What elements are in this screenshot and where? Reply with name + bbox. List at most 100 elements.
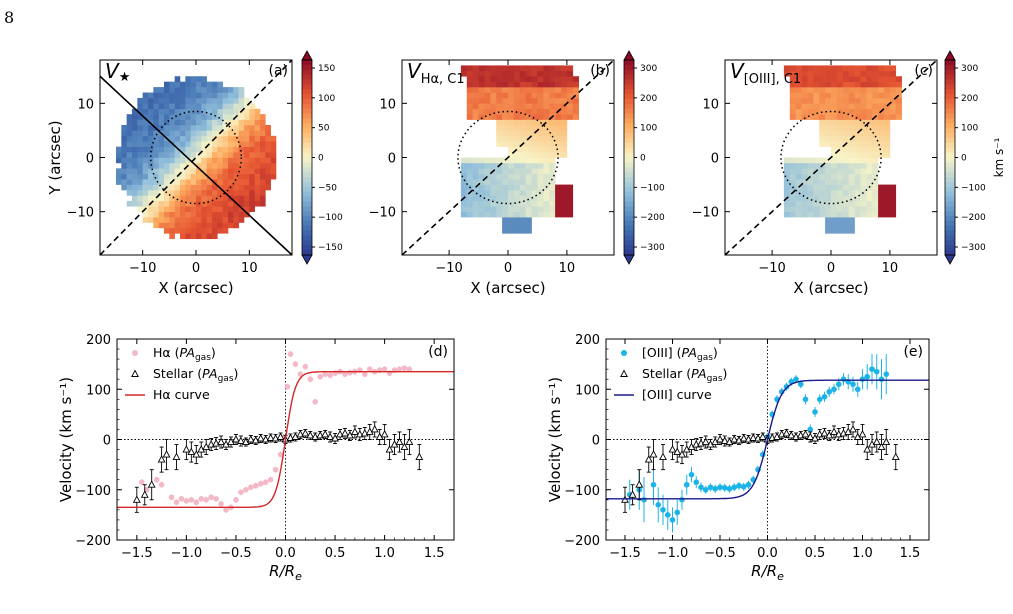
colorbar-segment [945, 245, 955, 251]
spaxel [872, 97, 879, 104]
spaxel [789, 97, 796, 104]
spaxel [543, 114, 550, 120]
spaxel [807, 195, 814, 202]
spaxel [836, 92, 844, 99]
spaxel [848, 70, 855, 77]
spaxel [831, 173, 838, 180]
spaxel [513, 81, 521, 88]
spaxel [466, 108, 473, 115]
spaxel [531, 81, 538, 88]
spaxel [254, 179, 261, 185]
stellar-point [395, 437, 404, 445]
spaxel [238, 195, 245, 202]
y-axis-label: Velocity (km s⁻¹) [57, 377, 75, 502]
spaxel [490, 173, 497, 180]
spaxel [228, 190, 234, 196]
spaxel [783, 190, 791, 196]
spaxel [206, 211, 213, 218]
colorbar-tick-label: 100 [640, 124, 657, 134]
spaxel [502, 114, 509, 120]
spaxel [889, 195, 897, 202]
spaxel [169, 114, 175, 120]
spaxel [561, 135, 568, 142]
spaxel [233, 135, 239, 142]
spaxel [555, 92, 562, 99]
spaxel [801, 65, 808, 72]
spaxel [478, 87, 485, 93]
spaxel [153, 173, 159, 180]
spaxel [783, 157, 791, 164]
colorbar-segment [945, 128, 955, 134]
spaxel [153, 200, 159, 207]
spaxel [169, 103, 175, 110]
spaxel [825, 195, 832, 202]
gas-point [257, 480, 264, 487]
spaxel [478, 195, 485, 202]
spaxel [132, 146, 138, 153]
spaxel [860, 200, 867, 207]
plot-area [606, 339, 929, 540]
colorbar-segment [945, 235, 955, 241]
spaxel [490, 81, 497, 88]
spaxel [217, 168, 223, 175]
spaxel [561, 130, 568, 137]
spaxel [238, 179, 245, 185]
spaxel [878, 211, 885, 218]
spaxel [233, 152, 239, 158]
spaxel [836, 222, 844, 229]
spaxel [153, 195, 159, 202]
spaxel [148, 130, 154, 137]
spaxel [484, 173, 491, 180]
spaxel [842, 114, 849, 120]
colorbar-extend-top [944, 50, 956, 61]
spaxel [783, 211, 791, 218]
spaxel-map [460, 65, 579, 234]
spaxel [508, 119, 515, 126]
spaxel [478, 200, 485, 207]
colorbar-segment [302, 240, 312, 246]
spaxel [813, 92, 820, 99]
spaxel [244, 119, 250, 126]
stellar-point [628, 490, 637, 498]
panel-label: (d) [428, 344, 448, 360]
spaxel [866, 65, 873, 72]
spaxel [137, 141, 143, 147]
spaxel [543, 200, 550, 207]
spaxel [819, 108, 826, 115]
spaxel [813, 157, 820, 164]
x-tick-label: 0 [827, 261, 835, 276]
spaxel [842, 173, 849, 180]
spaxel [126, 173, 133, 180]
spaxel [854, 87, 861, 93]
colorbar-segment [624, 128, 634, 134]
colorbar-segment [302, 172, 312, 178]
spaxel [137, 162, 143, 169]
spaxel [212, 92, 218, 99]
spaxel [825, 190, 832, 196]
spaxel [228, 146, 234, 153]
spaxel [249, 162, 255, 169]
y-tick-label: 200 [86, 333, 111, 348]
spaxel [525, 87, 532, 93]
spaxel [212, 108, 218, 115]
spaxel [233, 195, 239, 202]
spaxel [185, 211, 191, 218]
spaxel [270, 168, 277, 175]
spaxel [525, 97, 532, 104]
spaxel [860, 108, 867, 115]
spaxel [212, 190, 218, 196]
spaxel [478, 76, 485, 82]
spaxel [836, 125, 844, 131]
spaxel [249, 184, 255, 191]
spaxel [508, 184, 515, 191]
spaxel [866, 119, 873, 126]
spaxel [848, 173, 855, 180]
spaxel [142, 97, 149, 104]
spaxel [531, 173, 538, 180]
spaxel [561, 152, 568, 158]
spaxel [819, 130, 826, 137]
spaxel [795, 179, 802, 185]
spaxel [217, 157, 223, 164]
